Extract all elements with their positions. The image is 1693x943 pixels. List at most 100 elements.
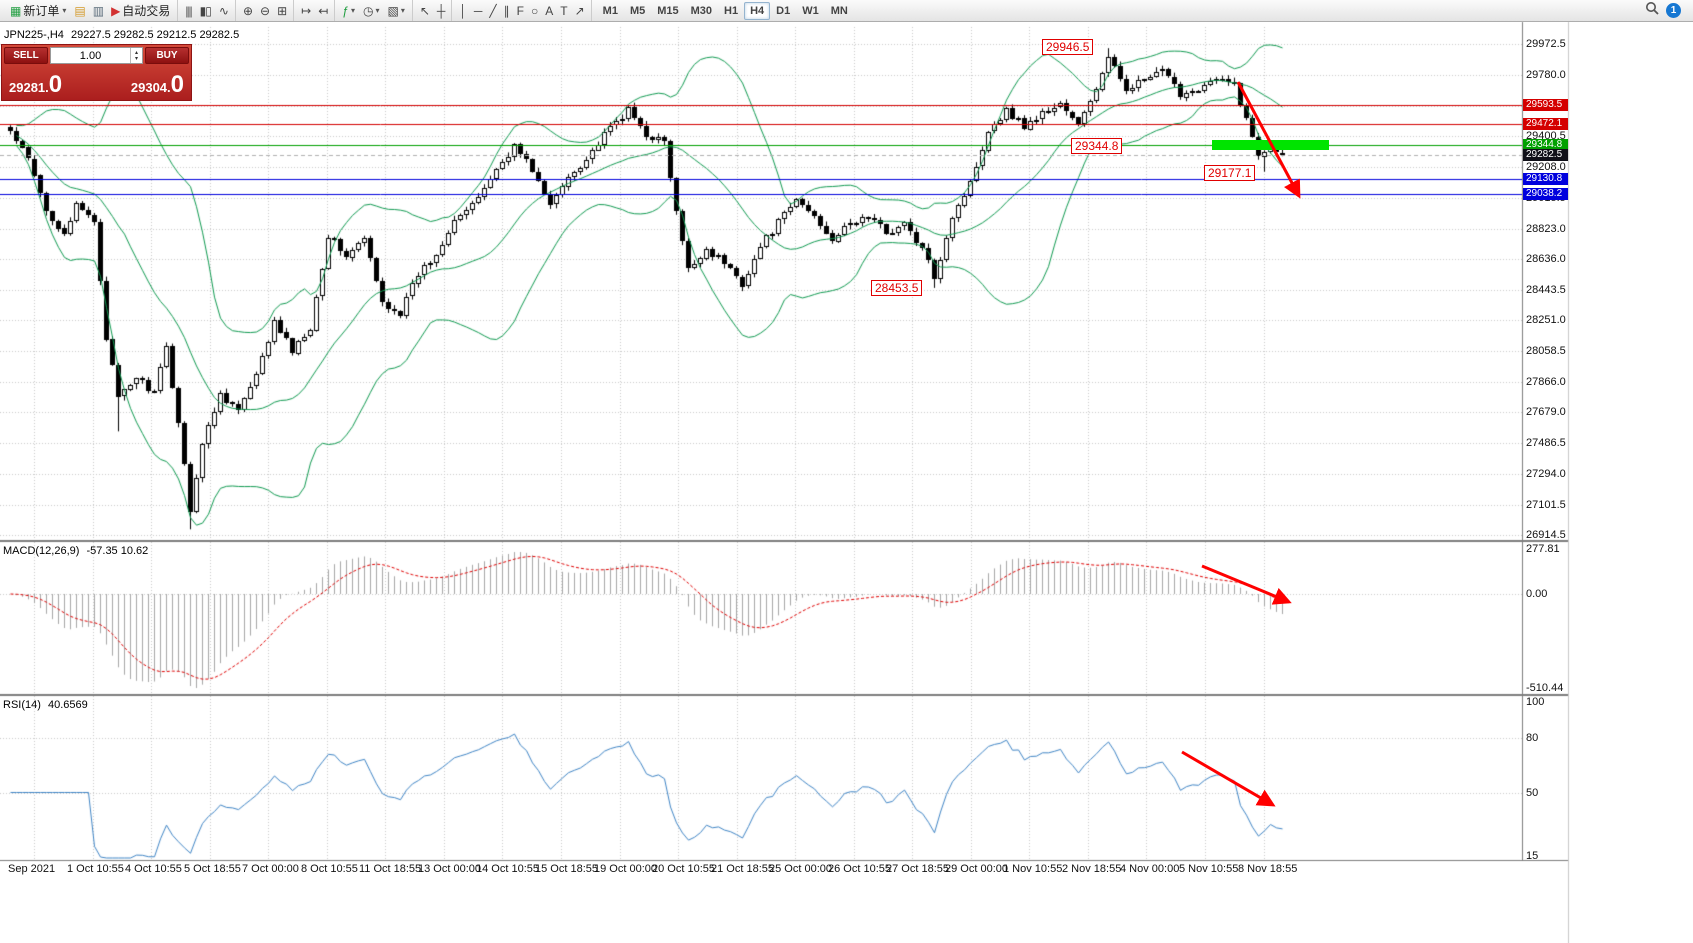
toolbar-groups: ▦ 新订单 ▾ ▤ ▥ ▶ 自动交易 ||| ▮▯ ∿ ⊕ ⊖ ⊞ ↦ ↤ ƒ ▾ ◷ ▾ ▧ ▾ ↖ ┼ │ ─ ╱ ∥ F ○ A T ↗ xyxy=(3,0,592,21)
toolbar-group-cursor: ↖ ┼ xyxy=(413,0,453,21)
toolbar-group-trade: ▦ 新订单 ▾ ▤ ▥ ▶ 自动交易 xyxy=(3,0,179,21)
timeframe-buttons: M1 M5 M15 M30 H1 H4 D1 W1 MN xyxy=(597,1,854,20)
arrow-object-icon: ↗ xyxy=(574,3,585,18)
tile-windows-icon: ⊞ xyxy=(277,3,287,18)
buy-price: 29304.0 xyxy=(130,71,184,98)
timeframe-button-m30[interactable]: M30 xyxy=(690,4,713,17)
macd-indicator-label: MACD(12,26,9) -57.35 10.62 xyxy=(3,545,152,557)
crosshair-button[interactable]: ┼ xyxy=(433,2,449,20)
chart-profile-button[interactable]: ▤ xyxy=(70,2,88,20)
auto-scroll-button[interactable]: ↦ xyxy=(297,2,314,20)
volume-up-icon[interactable]: ▴ xyxy=(134,49,138,56)
toolbar-group-zoom: ⊕ ⊖ ⊞ xyxy=(236,0,295,21)
zoom-out-button[interactable]: ⊖ xyxy=(256,2,273,20)
line-chart-button[interactable]: ∿ xyxy=(215,2,232,20)
toolbar-group-tools: ƒ ▾ ◷ ▾ ▧ ▾ xyxy=(335,0,413,21)
volume-value[interactable]: 1.00 xyxy=(79,50,102,62)
tile-windows-button[interactable]: ⊞ xyxy=(273,2,290,20)
macd-name: MACD(12,26,9) xyxy=(3,545,80,557)
toolbar-group-objects: │ ─ ╱ ∥ F ○ A T ↗ xyxy=(452,0,592,21)
ohlc-values: 29227.5 29282.5 29212.5 29282.5 xyxy=(70,29,240,41)
trendline-button[interactable]: ╱ xyxy=(485,2,499,20)
template-icon: ▧ xyxy=(387,3,398,18)
timeframe-button-m1[interactable]: M1 xyxy=(602,4,618,17)
print-button[interactable]: ▥ xyxy=(89,2,107,20)
horizontal-line-button[interactable]: ─ xyxy=(470,2,486,20)
templates-button[interactable]: ▧ ▾ xyxy=(383,2,408,20)
buy-price-main: 29304. xyxy=(130,80,171,95)
crosshair-icon: ┼ xyxy=(436,3,445,18)
candlestick-chart-button[interactable]: ▮▯ xyxy=(196,2,215,20)
volume-spin-buttons: ▴ ▾ xyxy=(130,48,142,63)
arrows-button[interactable]: ↗ xyxy=(571,2,588,20)
label-icon: T xyxy=(560,3,567,18)
rsi-indicator-label: RSI(14) 40.6569 xyxy=(3,699,92,711)
chart-title: JPN225-,H4 29227.5 29282.5 29212.5 29282… xyxy=(4,29,243,41)
timeframe-button-mn[interactable]: MN xyxy=(830,4,848,17)
shapes-button[interactable]: ○ xyxy=(527,2,541,20)
candlestick-icon: ▮▯ xyxy=(199,3,212,18)
timeframe-button-w1[interactable]: W1 xyxy=(802,4,819,17)
toolbar-group-scroll: ↦ ↤ xyxy=(294,0,336,21)
autotrade-button-label: 自动交易 xyxy=(122,4,171,18)
line-chart-icon: ∿ xyxy=(218,3,229,18)
timeframe-button-m15[interactable]: M15 xyxy=(657,4,679,17)
one-click-trading-panel: SELL 1.00 ▴ ▾ BUY 29281.0 29304.0 xyxy=(1,44,192,101)
new-order-button-label: 新订单 xyxy=(23,4,60,18)
zoom-in-icon: ⊕ xyxy=(242,3,253,18)
printer-icon: ▥ xyxy=(92,3,104,18)
search-icon[interactable] xyxy=(1645,1,1659,20)
trendline-icon: ╱ xyxy=(489,3,496,18)
trade-panel-controls: SELL 1.00 ▴ ▾ BUY xyxy=(2,45,191,66)
timeframe-button-d1[interactable]: D1 xyxy=(776,4,791,17)
macd-values: -57.35 10.62 xyxy=(86,545,149,557)
indicators-icon: ƒ xyxy=(342,3,349,18)
chart-profile-icon: ▤ xyxy=(74,3,85,18)
bar-chart-icon: ||| xyxy=(185,3,192,18)
sell-button[interactable]: SELL xyxy=(4,47,48,64)
caret-down-icon: ▾ xyxy=(62,6,67,15)
volume-down-icon[interactable]: ▾ xyxy=(134,55,138,62)
volume-stepper[interactable]: 1.00 ▴ ▾ xyxy=(50,47,143,64)
fibonacci-button[interactable]: F xyxy=(513,2,527,20)
toolbar-right: 1 xyxy=(1645,1,1690,20)
timeframe-button-h4[interactable]: H4 xyxy=(744,1,771,20)
autotrade-play-icon: ▶ xyxy=(111,3,120,18)
sell-price: 29281.0 xyxy=(9,71,63,98)
zoom-in-button[interactable]: ⊕ xyxy=(239,2,256,20)
cursor-arrow-icon: ↖ xyxy=(419,3,430,18)
horizontal-line-icon: ─ xyxy=(473,3,482,18)
toolbar-group-chart-type: ||| ▮▯ ∿ xyxy=(178,0,236,21)
cursor-button[interactable]: ↖ xyxy=(416,2,433,20)
sell-price-big-digit: 0 xyxy=(48,71,63,98)
channel-button[interactable]: ∥ xyxy=(500,2,513,20)
notification-badge[interactable]: 1 xyxy=(1666,3,1681,18)
timeframe-button-m5[interactable]: M5 xyxy=(629,4,646,17)
new-order-button[interactable]: ▦ 新订单 ▾ xyxy=(6,2,70,20)
buy-price-big-digit: 0 xyxy=(170,71,184,98)
sell-price-main: 29281. xyxy=(9,80,49,95)
bar-chart-button[interactable]: ||| xyxy=(181,2,195,20)
caret-down-icon: ▾ xyxy=(350,6,355,15)
chart-shift-icon: ↤ xyxy=(318,3,328,18)
clock-icon: ◷ xyxy=(362,3,374,18)
periods-button[interactable]: ◷ ▾ xyxy=(359,2,384,20)
ellipse-icon: ○ xyxy=(531,3,538,18)
channel-icon: ∥ xyxy=(503,3,510,18)
indicators-button[interactable]: ƒ ▾ xyxy=(338,2,359,20)
label-button[interactable]: T xyxy=(556,2,570,20)
new-order-icon: ▦ xyxy=(10,3,21,18)
vertical-line-button[interactable]: │ xyxy=(455,2,470,20)
autotrade-button[interactable]: ▶ 自动交易 xyxy=(107,2,174,20)
toolbar: ▦ 新订单 ▾ ▤ ▥ ▶ 自动交易 ||| ▮▯ ∿ ⊕ ⊖ ⊞ ↦ ↤ ƒ ▾ ◷ ▾ ▧ ▾ ↖ ┼ │ ─ ╱ ∥ F ○ A T ↗… xyxy=(0,0,1693,22)
buy-button[interactable]: BUY xyxy=(145,47,189,64)
caret-down-icon: ▾ xyxy=(375,6,380,15)
timeframe-button-h1[interactable]: H1 xyxy=(724,4,739,17)
text-icon: A xyxy=(545,3,553,18)
rsi-name: RSI(14) xyxy=(3,699,41,711)
caret-down-icon: ▾ xyxy=(400,6,405,15)
text-button[interactable]: A xyxy=(541,2,556,20)
auto-scroll-icon: ↦ xyxy=(301,3,311,18)
chart-shift-button[interactable]: ↤ xyxy=(314,2,331,20)
